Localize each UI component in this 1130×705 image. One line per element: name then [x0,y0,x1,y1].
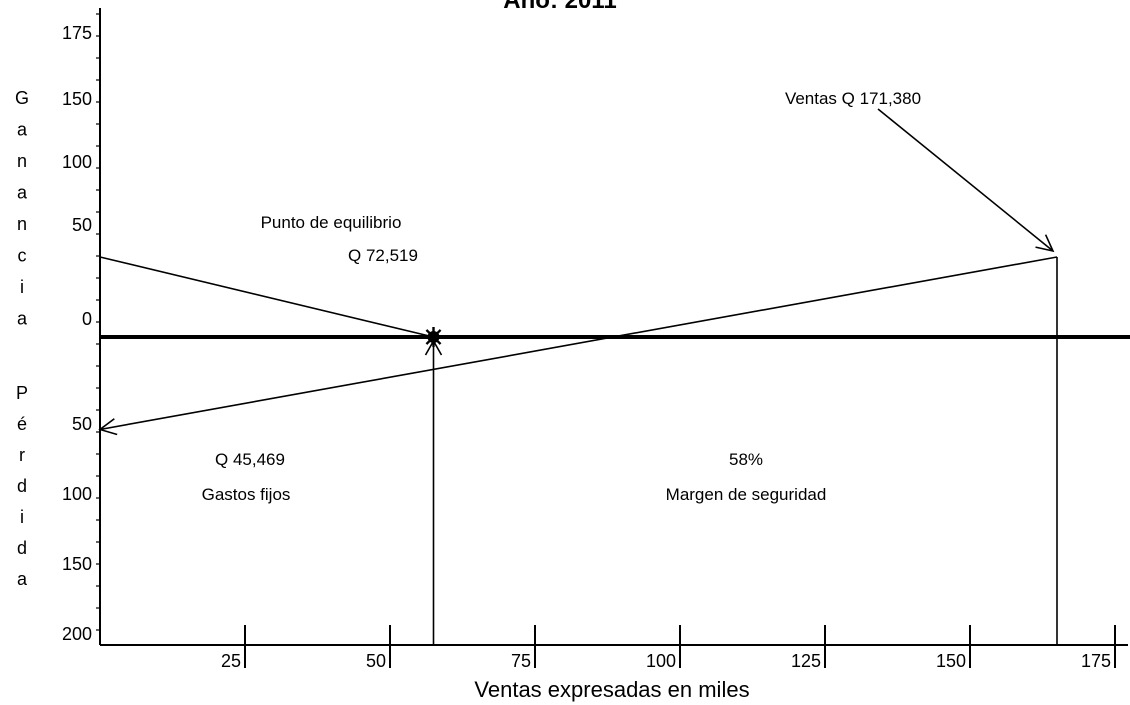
x-tick-label: 100 [646,651,676,671]
safety-margin-label: Margen de seguridad [666,485,827,504]
x-tick-label: 50 [366,651,386,671]
arrowhead-left [98,418,118,436]
y-label-letter: a [17,569,28,589]
y-tick-label: 0 [82,309,92,329]
y-tick-label: 100 [62,484,92,504]
y-label-letter: é [17,414,27,434]
x-ticks: 25 50 75 100 125 150 175 [221,625,1116,671]
breakeven-point-marker [423,327,444,347]
y-label-letter: a [17,183,28,203]
fixed-costs-label: Gastos fijos [202,485,291,504]
y-label-letter: i [20,507,24,527]
series-line-sales [99,256,1058,431]
y-label-letter: d [17,538,27,558]
y-label-letter: i [20,277,24,297]
x-tick-label: 75 [511,651,531,671]
y-tick-label: 50 [72,414,92,434]
y-tick-label: 50 [72,215,92,235]
y-tick-label: 150 [62,89,92,109]
y-label-letter: n [17,214,27,234]
x-tick-label: 125 [791,651,821,671]
y-minor-ticks [96,13,100,631]
sales-pointer-arrowhead [1035,234,1055,253]
x-axis-label: Ventas expresadas en miles [474,677,749,702]
y-tick-label: 150 [62,554,92,574]
x-tick-label: 150 [936,651,966,671]
breakeven-value: Q 72,519 [348,246,418,265]
breakeven-star-ray [425,329,442,345]
y-label-letter: c [18,246,27,266]
sales-label: Ventas Q 171,380 [785,89,921,108]
safety-margin-value: 58% [729,450,763,469]
y-tick-label: 200 [62,624,92,644]
series-line-fixed-costs [99,256,434,338]
y-label-letter: P [16,383,28,403]
y-tick-label: 175 [62,23,92,43]
breakeven-label: Punto de equilibrio [261,213,402,232]
sales-pointer-arrow [877,108,1054,252]
x-tick-label: 175 [1081,651,1111,671]
y-label-letter: r [19,445,25,465]
y-tick-labels: 175 150 100 50 0 50 100 150 200 [62,23,92,644]
x-tick-label: 25 [221,651,241,671]
y-label-letter: a [17,309,28,329]
y-tick-label: 100 [62,152,92,172]
y-label-letter: G [15,88,29,108]
fixed-costs-value: Q 45,469 [215,450,285,469]
y-label-letter: n [17,151,27,171]
y-label-letter: a [17,120,28,140]
y-label-letter: d [17,476,27,496]
chart-title: Año: 2011 [503,0,616,14]
